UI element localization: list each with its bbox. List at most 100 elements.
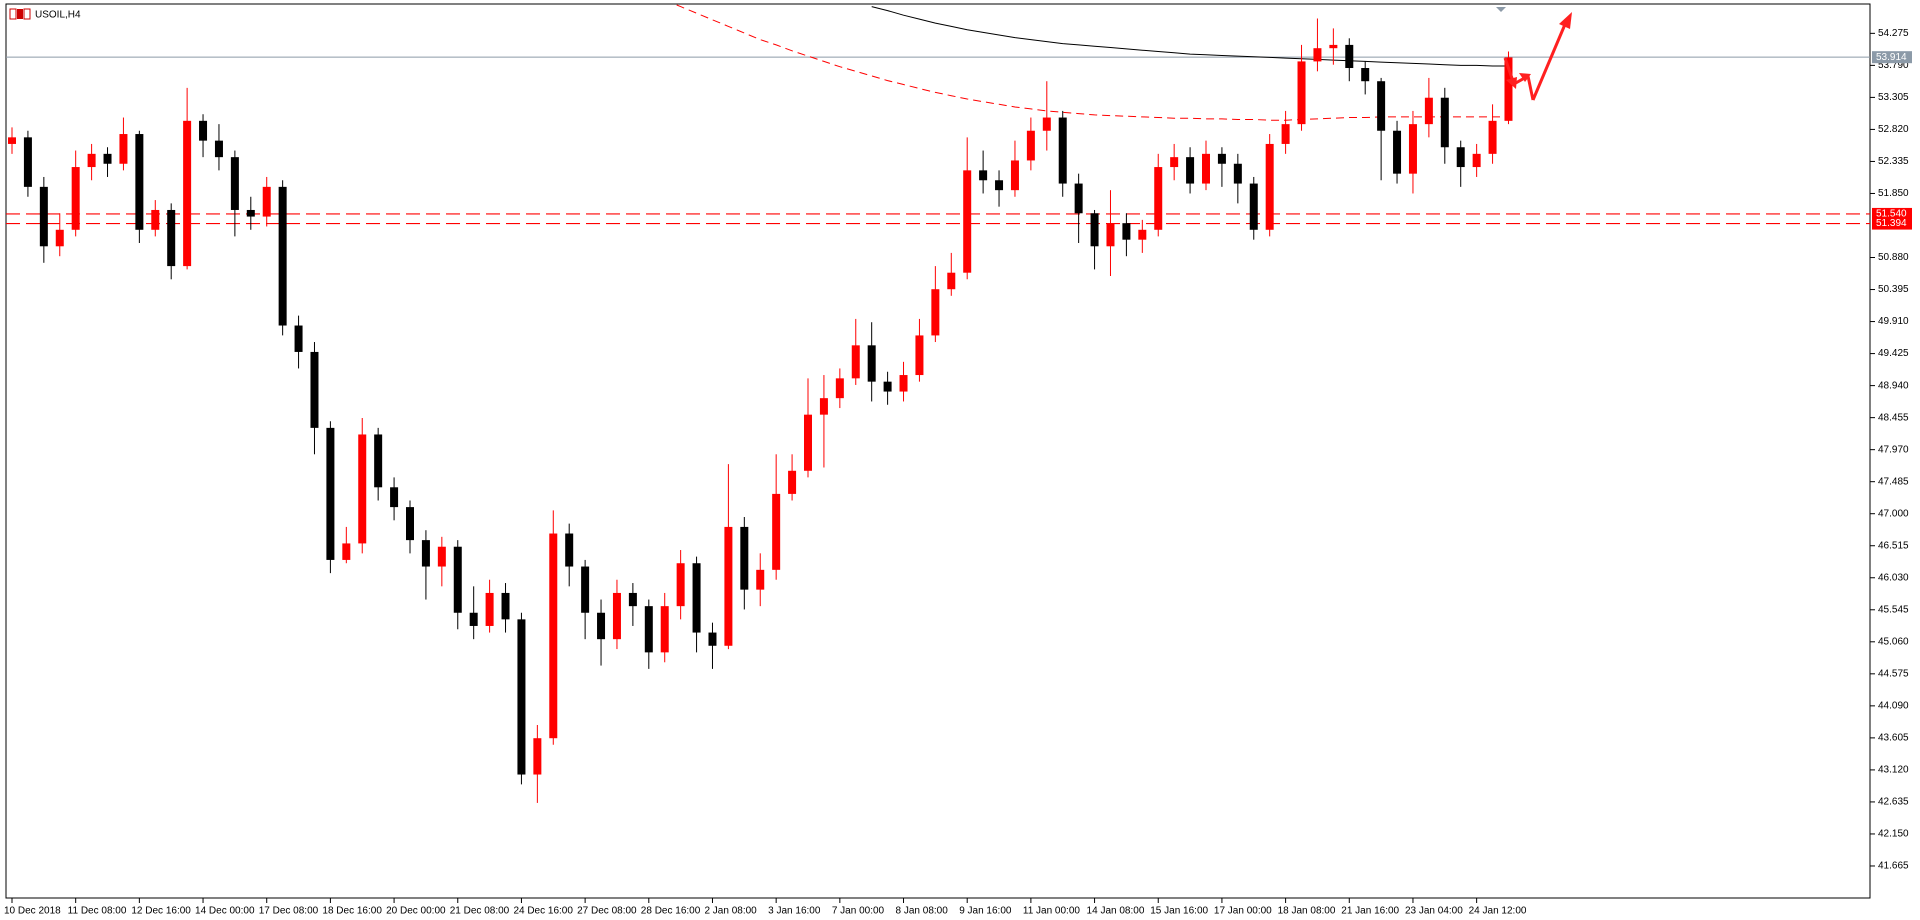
x-tick-label: 18 Jan 08:00 (1278, 906, 1336, 917)
candle-body (87, 153, 96, 168)
x-tick-label: 7 Jan 00:00 (832, 906, 885, 917)
y-tick-label: 42.150 (1878, 829, 1909, 840)
candle-body (262, 186, 271, 217)
chart-icon (9, 8, 31, 20)
candle-body (278, 186, 287, 326)
level-label: 51.540 (1876, 209, 1907, 220)
candle-body (597, 612, 606, 640)
candle-body (1408, 124, 1417, 174)
price-label: 53.914 (1876, 52, 1907, 63)
chart-title: USOIL,H4 (35, 10, 81, 21)
candle-body (581, 566, 590, 613)
candle-body (628, 592, 637, 607)
candle-body (867, 345, 876, 382)
y-tick-label: 49.910 (1878, 316, 1909, 327)
candle-body (1010, 160, 1019, 191)
candle-body (899, 375, 908, 392)
x-tick-label: 15 Jan 16:00 (1150, 906, 1208, 917)
candle-body (151, 209, 160, 230)
y-tick-label: 50.395 (1878, 284, 1909, 295)
arrow-head (1559, 12, 1572, 29)
candle-body (963, 170, 972, 273)
candle-body (1042, 117, 1051, 131)
candle-body (1106, 223, 1115, 247)
candle-body (995, 180, 1004, 191)
candle-body (1424, 97, 1433, 125)
candle-body (103, 153, 112, 164)
candle-body (23, 137, 32, 187)
x-tick-label: 8 Jan 08:00 (896, 906, 949, 917)
candle-body (1313, 48, 1322, 62)
candle-body (1202, 153, 1210, 184)
candle-body (533, 738, 542, 775)
candle-body (469, 612, 478, 626)
candle-body (485, 592, 494, 626)
candle-body (1265, 143, 1274, 230)
candle-body (549, 533, 558, 739)
candle-body (1186, 157, 1195, 184)
candle-body (1026, 130, 1035, 161)
candle-body (310, 351, 319, 428)
candle-body (167, 209, 176, 267)
candle-body (835, 378, 844, 399)
y-tick-label: 49.425 (1878, 348, 1909, 359)
x-tick-label: 11 Dec 08:00 (68, 906, 127, 917)
level-label: 51.394 (1876, 218, 1907, 229)
candle-body (1472, 153, 1481, 168)
candle-body (1217, 153, 1226, 164)
candle-body (1504, 57, 1513, 121)
x-tick-label: 10 Dec 2018 (4, 906, 61, 917)
y-tick-label: 46.515 (1878, 540, 1909, 551)
candle-body (1122, 223, 1131, 240)
candle-body (660, 606, 669, 653)
x-tick-label: 14 Dec 00:00 (195, 906, 255, 917)
y-tick-label: 47.485 (1878, 476, 1909, 487)
y-tick-label: 52.820 (1878, 124, 1909, 135)
x-tick-label: 24 Jan 12:00 (1469, 906, 1527, 917)
candle-body (788, 470, 797, 494)
candle-body (947, 272, 956, 290)
candle-body (517, 619, 526, 775)
x-tick-label: 21 Dec 08:00 (450, 906, 510, 917)
candle-body (1393, 130, 1402, 174)
y-tick-label: 44.090 (1878, 700, 1909, 711)
x-tick-label: 18 Dec 16:00 (322, 906, 382, 917)
y-tick-label: 43.120 (1878, 765, 1909, 776)
candle-body (71, 167, 80, 230)
icon-part (17, 9, 23, 19)
candle-body (55, 229, 64, 247)
candle-body (804, 414, 812, 471)
y-tick-label: 47.000 (1878, 508, 1909, 519)
candle-body (565, 533, 574, 567)
candle-body (183, 120, 192, 267)
candle-body (851, 345, 860, 379)
y-tick-label: 43.605 (1878, 733, 1909, 744)
candle-body (246, 209, 255, 217)
candle-body (772, 493, 781, 570)
y-tick-label: 48.940 (1878, 380, 1909, 391)
y-tick-label: 54.275 (1878, 28, 1909, 39)
candle-body (692, 563, 701, 633)
candle-body (1170, 157, 1179, 168)
x-tick-label: 27 Dec 08:00 (577, 906, 637, 917)
candle-body (119, 134, 128, 164)
x-tick-label: 24 Dec 16:00 (513, 906, 573, 917)
candle-body (1090, 213, 1099, 247)
candle-body (1329, 44, 1338, 49)
arrow-head (1519, 73, 1531, 82)
x-tick-label: 23 Jan 04:00 (1405, 906, 1463, 917)
candle-body (708, 632, 717, 646)
y-tick-label: 53.305 (1878, 92, 1909, 103)
candle-body (883, 381, 892, 392)
y-tick-label: 46.030 (1878, 572, 1909, 583)
candle-body (1377, 81, 1386, 131)
candle-body (915, 335, 924, 376)
candle-body (1154, 167, 1163, 230)
candle-body (406, 507, 414, 541)
candle-body (931, 289, 940, 336)
candle-body (374, 434, 383, 488)
arrow-head (1506, 77, 1517, 89)
candle-body (214, 140, 223, 158)
y-tick-label: 53.790 (1878, 60, 1909, 71)
